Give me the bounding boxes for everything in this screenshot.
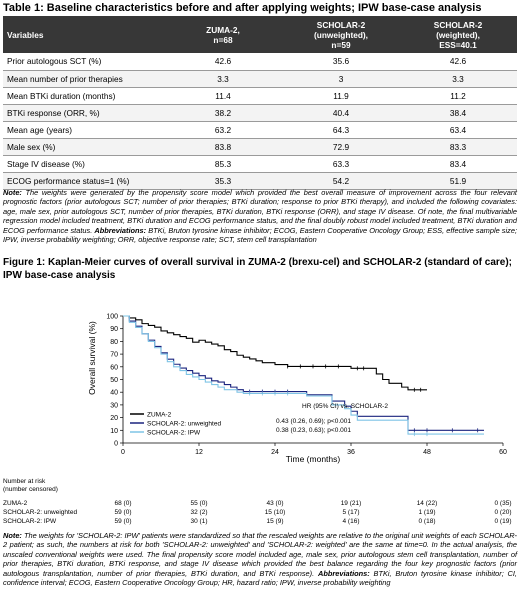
y-tick-label: 0 [114,441,118,448]
x-tick-label: 0 [121,449,125,456]
hr-unweighted: 0.43 (0.26, 0.69); p<0.001 [276,418,351,425]
y-tick-label: 100 [106,314,118,321]
header-scholar-unweighted: SCHOLAR-2 (unweighted), n=59 [283,16,399,53]
y-axis-title: Overall survival (%) [87,321,97,395]
hr-header: HR (95% CI) vs. SCHOLAR-2 [302,403,388,410]
x-axis-title: Time (months) [286,454,341,464]
series-line-2 [123,315,484,435]
x-tick-label: 24 [271,449,279,456]
x-tick-label: 12 [195,449,203,456]
risk-value: 59 (0) [115,518,132,525]
risk-value: 14 (22) [417,500,438,507]
legend-label-0: ZUMA-2 [147,412,172,419]
table-row: ECOG performance status=1 (%) 35.3 54.2 51.… [3,172,517,190]
table-row: Male sex (%) 83.8 72.9 83.3 [3,138,517,156]
table-header-row: Variables ZUMA-2, n=68 SCHOLAR-2 (unweight… [3,16,517,53]
series-line-0 [123,315,427,391]
risk-value: 0 (20) [495,509,512,516]
risk-value: 0 (35) [495,500,512,507]
table-note: Note: The weights were generated by the … [3,188,518,245]
x-tick-label: 48 [423,449,431,456]
risk-value: 55 (0) [191,500,208,507]
header-zuma: ZUMA-2, n=68 [163,16,283,53]
risk-value: 0 (19) [495,518,512,525]
risk-value: 19 (21) [341,500,362,507]
risk-subheader: (number censored) [3,486,58,493]
legend-label-1: SCHOLAR-2: unweighted [147,421,221,428]
risk-row-label: ZUMA-2 [3,500,28,507]
table-row: BTKi response (ORR, %) 38.2 40.4 38.4 [3,104,517,122]
legend-label-2: SCHOLAR-2: IPW [147,430,201,437]
series-line-1 [123,315,484,431]
y-tick-label: 50 [110,377,118,384]
figure-note: Note: The weights for 'SCHOLAR-2: IPW' p… [3,531,517,588]
y-tick-label: 70 [110,352,118,359]
header-variables: Variables [3,16,163,53]
risk-value: 5 (17) [343,509,360,516]
table-row: Prior autologous SCT (%) 42.6 35.6 42.6 [3,53,517,71]
risk-value: 4 (16) [343,518,360,525]
y-tick-label: 30 [110,402,118,409]
figure-title: Figure 1: Kaplan-Meier curves of overall… [3,257,512,281]
table-row: Mean BTKi duration (months) 11.4 11.9 11.2 [3,87,517,105]
risk-value: 59 (0) [115,509,132,516]
y-tick-label: 40 [110,390,118,397]
risk-value: 43 (0) [267,500,284,507]
x-tick-label: 60 [499,449,507,456]
risk-value: 1 (19) [419,509,436,516]
table-row: Stage IV disease (%) 85.3 63.3 83.4 [3,155,517,173]
risk-value: 15 (10) [265,509,286,516]
risk-value: 0 (18) [419,518,436,525]
y-tick-label: 10 [110,428,118,435]
km-chart: 0 10 20 30 40 50 60 70 80 90 100 0 12 24 36 48 60 ZUMA-2… [3,314,512,526]
y-tick-label: 60 [110,364,118,371]
risk-value: 30 (1) [191,518,208,525]
risk-value: 32 (2) [191,509,208,516]
table-row: Mean age (years) 63.2 64.3 63.4 [3,121,517,139]
y-tick-label: 20 [110,415,118,422]
risk-row-label: SCHOLAR-2: unweighted [3,509,77,516]
table-title: Table 1: Baseline characteristics before… [3,2,482,14]
x-tick-label: 36 [347,449,355,456]
y-tick-label: 90 [110,326,118,333]
risk-value: 15 (9) [267,518,284,525]
hr-ipw: 0.38 (0.23, 0.63); p<0.001 [276,427,351,434]
table-row: Mean number of prior therapies 3.3 3 3.3 [3,70,517,88]
header-scholar-weighted: SCHOLAR-2 (weighted), ESS=40.1 [399,16,517,53]
baseline-table: Variables ZUMA-2, n=68 SCHOLAR-2 (unweight… [3,16,517,190]
risk-row-label: SCHOLAR-2: IPW [3,518,57,525]
risk-value: 68 (0) [115,500,132,507]
risk-header: Number at risk [3,478,46,485]
y-tick-label: 80 [110,339,118,346]
